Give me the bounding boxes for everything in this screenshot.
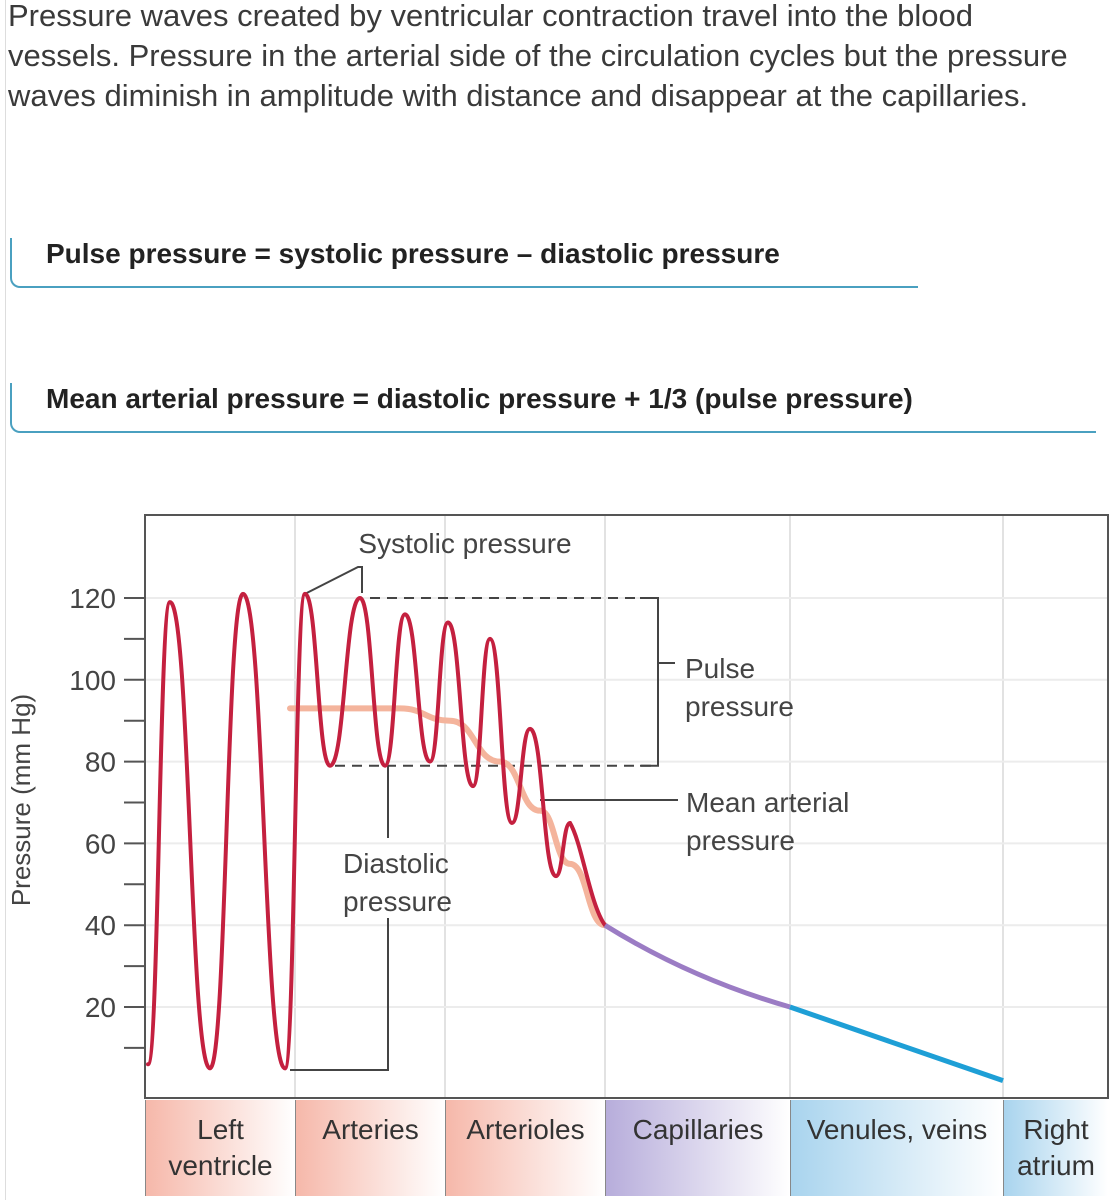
y-tick-label: 60 — [85, 828, 116, 859]
venous-pressure-line — [789, 1004, 1004, 1083]
mean-label-line1: Mean arterial — [686, 787, 849, 818]
pulse-pressure-formula: Pulse pressure = systolic pressure – dia… — [46, 238, 780, 269]
category-right-atrium: Right atrium — [1003, 1100, 1108, 1196]
pressure-wave-line — [146, 591, 607, 1071]
systolic-label: Systolic pressure — [358, 528, 571, 559]
mean-label-line2: pressure — [686, 825, 795, 856]
mean-arterial-pressure-line — [287, 705, 608, 929]
pulse-pressure-label: Pulse pressure — [685, 653, 794, 722]
y-tick-label: 20 — [85, 992, 116, 1023]
capillary-pressure-line — [603, 923, 791, 1010]
diastolic-label-line1: Diastolic — [343, 848, 449, 879]
pulse-pressure-formula-box: Pulse pressure = systolic pressure – dia… — [10, 238, 918, 288]
category-left-ventricle: Left ventricle — [145, 1100, 295, 1196]
y-axis-label: Pressure (mm Hg) — [6, 694, 36, 906]
mean-arterial-pressure-formula-box: Mean arterial pressure = diastolic press… — [10, 383, 1096, 433]
pulse-label-line1: Pulse — [685, 653, 755, 684]
category-arterioles: Arterioles — [445, 1100, 605, 1196]
category-venules-veins: Venules, veins — [790, 1100, 1003, 1196]
plot-frame — [144, 514, 1109, 1099]
intro-paragraph: Pressure waves created by ventricular co… — [8, 0, 1068, 113]
diastolic-pointer — [290, 765, 389, 1071]
category-capillaries: Capillaries — [605, 1100, 790, 1196]
y-tick-label: 80 — [85, 747, 116, 778]
pulse-range-dashes — [335, 597, 655, 767]
category-arteries: Arteries — [295, 1100, 445, 1196]
page-edge-rule — [5, 0, 6, 1200]
mean-arterial-pressure-label: Mean arterial pressure — [686, 787, 849, 856]
diastolic-label: Diastolic pressure — [343, 848, 452, 917]
y-tick-label: 100 — [69, 665, 116, 696]
pulse-pressure-bracket — [640, 597, 675, 767]
mean-arterial-pressure-formula: Mean arterial pressure = diastolic press… — [46, 383, 913, 414]
systolic-pointer — [304, 566, 363, 595]
y-tick-label: 120 — [69, 583, 116, 614]
pulse-label-line2: pressure — [685, 691, 794, 722]
diastolic-label-line2: pressure — [343, 886, 452, 917]
y-tick-label: 40 — [85, 910, 116, 941]
